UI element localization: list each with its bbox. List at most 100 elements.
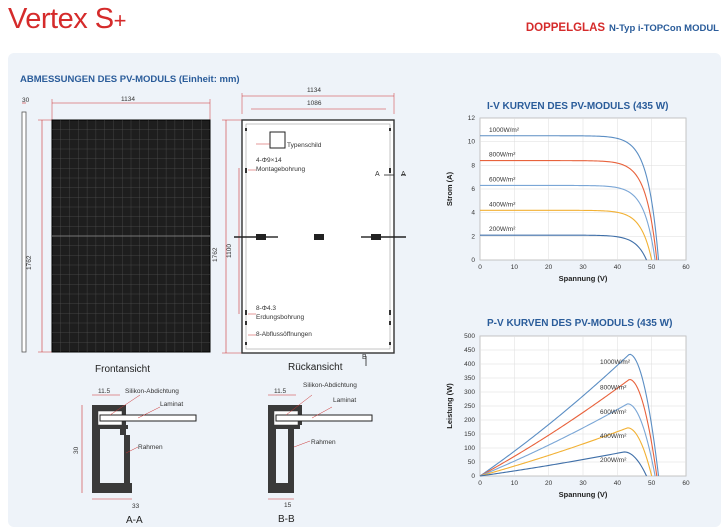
- section-a-marker-left: A: [375, 171, 380, 178]
- y-tick-label: 450: [464, 347, 475, 354]
- series-label: 400W/m²: [600, 433, 627, 440]
- thickness-label: 30: [22, 97, 30, 104]
- x-axis-label: Spannung (V): [559, 490, 608, 499]
- x-tick-label: 20: [545, 264, 553, 271]
- y-tick-label: 350: [464, 375, 475, 382]
- series-line: [479, 135, 660, 261]
- aa-height-dim: 30: [73, 446, 80, 454]
- aa-top-dim: 11.5: [98, 388, 111, 395]
- width-label: 1134: [121, 96, 135, 103]
- back-height-label: 1762: [212, 247, 219, 262]
- bb-frame-label: Rahmen: [311, 439, 336, 446]
- aa-laminate-label: Laminat: [160, 401, 184, 408]
- hole-spacing-label: 1100: [226, 244, 233, 258]
- x-tick-label: 50: [648, 264, 656, 271]
- cross-section-bb: [268, 394, 373, 500]
- series-label: 1000W/m²: [489, 127, 520, 134]
- aa-silicone-label: Silikon-Abdichtung: [125, 388, 179, 395]
- pv-chart: 0 10 20 30 40 50 60 0 50 100 150 200 250 300 350 400 450…: [445, 333, 690, 499]
- x-tick-label: 50: [648, 480, 656, 487]
- y-tick-label: 100: [464, 445, 475, 452]
- iv-chart-title: I-V KURVEN DES PV-MODULS (435 W): [487, 101, 669, 112]
- nameplate-box: [269, 131, 286, 149]
- frame-profile-aa: [92, 405, 100, 493]
- x-tick-label: 40: [614, 480, 622, 487]
- y-tick-label: 150: [464, 431, 475, 438]
- series-label: 600W/m²: [489, 176, 516, 183]
- product-type: DOPPELGLAS: [525, 22, 606, 34]
- series-label: 400W/m²: [489, 201, 516, 208]
- x-tick-label: 10: [511, 480, 519, 487]
- side-profile: [21, 111, 27, 353]
- bb-silicone-label: Silikon-Abdichtung: [303, 382, 357, 389]
- y-tick-label: 4: [471, 210, 475, 217]
- frame-holes: [245, 128, 391, 345]
- x-tick-label: 20: [545, 480, 553, 487]
- series-label: 800W/m²: [489, 152, 516, 159]
- junction-boxes-cables: [234, 234, 406, 240]
- inner-width-label: 1086: [307, 100, 322, 107]
- series-line: [479, 160, 658, 261]
- series-line: [480, 209, 653, 261]
- aa-frame-label: Rahmen: [138, 444, 163, 451]
- y-axis-label: Leistung (W): [445, 383, 454, 429]
- dimensions-title: ABMESSUNGEN DES PV-MODULS (Einheit: mm): [20, 74, 240, 85]
- back-caption: Rückansicht: [288, 362, 343, 373]
- series-line: [479, 353, 660, 477]
- y-tick-label: 50: [468, 459, 476, 466]
- brand-plus-mark: +: [113, 8, 127, 33]
- cross-section-aa: [81, 394, 197, 500]
- mount-holes-spec: 4-Φ9×14: [256, 157, 282, 164]
- series-line: [480, 234, 648, 261]
- brand-logo: Vertex S+: [8, 3, 127, 35]
- bb-laminate-label: Laminat: [333, 397, 357, 404]
- y-tick-label: 12: [468, 115, 476, 122]
- section-a-marker-right: A: [401, 171, 406, 178]
- series-label: 600W/m²: [600, 409, 627, 416]
- y-tick-label: 400: [464, 361, 475, 368]
- drain-holes-label: 8-Abflussöffnungen: [256, 331, 312, 338]
- front-caption: Frontansicht: [95, 364, 151, 375]
- back-view-drawing: [222, 93, 406, 366]
- series-label: 200W/m²: [489, 226, 516, 233]
- bb-caption: B-B: [278, 514, 295, 525]
- x-tick-label: 40: [614, 264, 622, 271]
- y-tick-label: 0: [471, 257, 475, 264]
- frame-profile-bb: [268, 405, 276, 493]
- y-tick-label: 10: [468, 139, 476, 146]
- x-tick-label: 30: [579, 264, 587, 271]
- series-line: [479, 451, 648, 477]
- y-tick-label: 0: [471, 473, 475, 480]
- section-b-marker: B: [362, 354, 367, 361]
- x-tick-label: 0: [478, 264, 482, 271]
- x-axis-label: Spannung (V): [559, 274, 608, 283]
- mount-holes-label: Montagebohrung: [256, 166, 306, 173]
- nameplate-label: Typenschild: [287, 142, 322, 149]
- series-label: 800W/m²: [600, 384, 627, 391]
- series-line: [479, 378, 658, 477]
- x-tick-label: 0: [478, 480, 482, 487]
- y-tick-label: 300: [464, 389, 475, 396]
- bb-top-dim: 11.5: [274, 388, 287, 395]
- y-axis-label: Strom (A): [445, 171, 454, 206]
- x-tick-label: 60: [682, 264, 690, 271]
- bb-bottom-dim: 15: [284, 502, 292, 509]
- laminate-bb: [275, 414, 373, 422]
- product-subtitle: N-Typ i-TOPCon MODUL: [609, 23, 719, 34]
- ground-holes-spec: 8-Φ4.3: [256, 305, 277, 312]
- x-tick-label: 10: [511, 264, 519, 271]
- ground-holes-label: Erdungsbohrung: [256, 314, 305, 321]
- series-label: 200W/m²: [600, 457, 627, 464]
- y-tick-label: 6: [471, 186, 475, 193]
- series-label: 1000W/m²: [600, 359, 631, 366]
- aa-caption: A-A: [126, 515, 143, 526]
- y-tick-label: 8: [471, 162, 475, 169]
- iv-chart: 0 10 20 30 40 50 60 0 2 4 6 8 10 12 Spannung (V) Strom …: [445, 115, 690, 283]
- x-tick-label: 30: [579, 480, 587, 487]
- product-header: DOPPELGLAS N-Typ i-TOPCon MODUL: [526, 22, 719, 34]
- series-line: [479, 403, 656, 477]
- y-tick-label: 200: [464, 417, 475, 424]
- back-width-label: 1134: [307, 87, 321, 94]
- pv-chart-title: P-V KURVEN DES PV-MODULS (435 W): [487, 318, 673, 329]
- y-tick-label: 250: [464, 403, 475, 410]
